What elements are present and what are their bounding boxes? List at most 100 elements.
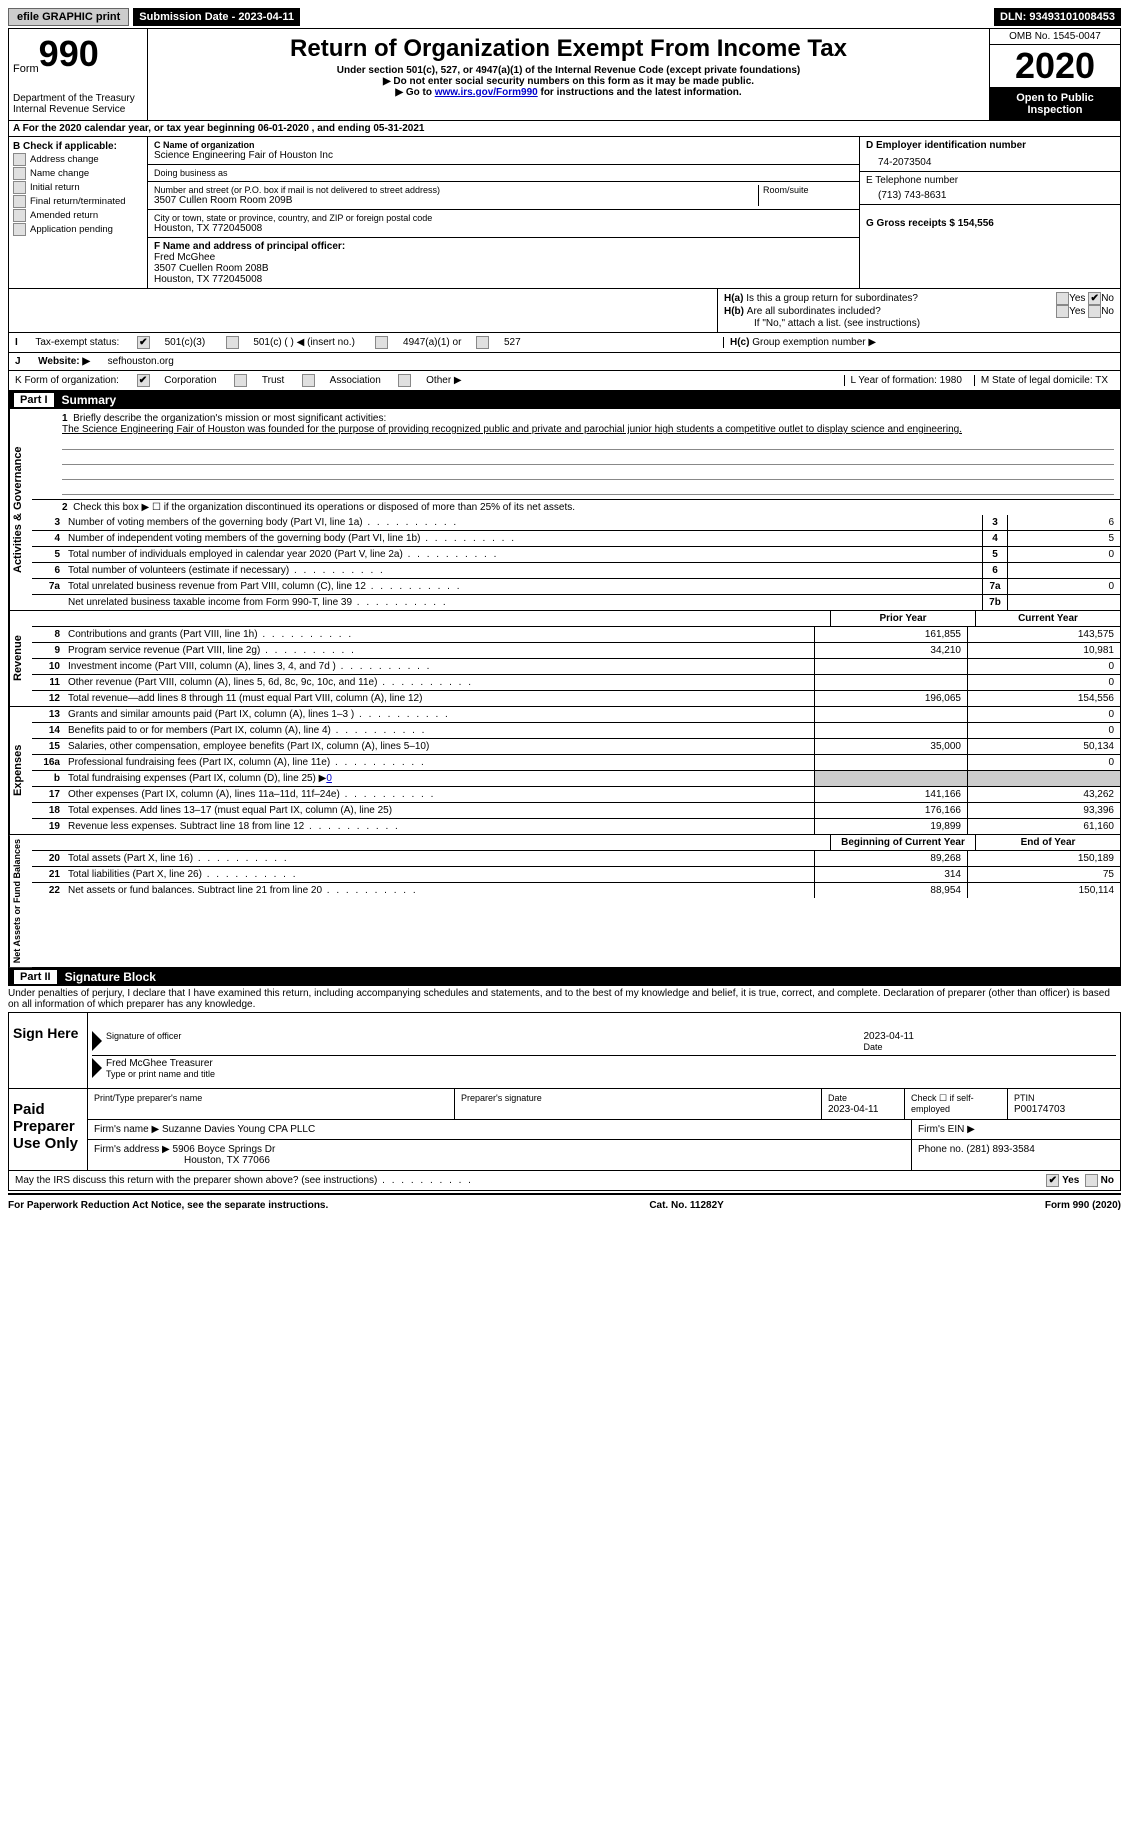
v7a: 0	[1007, 579, 1120, 594]
k-assoc[interactable]	[302, 374, 315, 387]
p12: 196,065	[814, 691, 967, 706]
checkbox-amend[interactable]	[13, 209, 26, 222]
p16b	[814, 771, 967, 786]
lbl-other: Other ▶	[426, 375, 461, 386]
tax-year: 2020	[990, 44, 1120, 88]
irs-label: Internal Revenue Service	[13, 104, 143, 115]
form-prefix: Form	[13, 63, 39, 75]
i-501c3[interactable]: ✔	[137, 336, 150, 349]
l15: Salaries, other compensation, employee b…	[64, 739, 814, 754]
lbl-final: Final return/terminated	[30, 196, 126, 207]
checkbox-name[interactable]	[13, 167, 26, 180]
c-name-lbl: C Name of organization	[154, 140, 853, 150]
p10	[814, 659, 967, 674]
lbl-no: No	[1101, 293, 1114, 304]
lbl-corp: Corporation	[164, 375, 216, 386]
row-a-period: A For the 2020 calendar year, or tax yea…	[8, 121, 1121, 137]
arrow-icon-2	[92, 1058, 102, 1078]
street-lbl: Number and street (or P.O. box if mail i…	[154, 185, 758, 195]
k-other[interactable]	[398, 374, 411, 387]
k-trust[interactable]	[234, 374, 247, 387]
footer: For Paperwork Reduction Act Notice, see …	[8, 1197, 1121, 1214]
sign-here-section: Sign Here Signature of officer 2023-04-1…	[8, 1013, 1121, 1089]
lbl-yes2: Yes	[1069, 306, 1085, 317]
lbl-name: Name change	[30, 168, 89, 179]
v6	[1007, 563, 1120, 578]
p13	[814, 707, 967, 722]
footer-left: For Paperwork Reduction Act Notice, see …	[8, 1200, 328, 1211]
g-lbl: G Gross receipts $ 154,556	[866, 208, 1114, 229]
l17: Other expenses (Part IX, column (A), lin…	[64, 787, 814, 802]
prep-c5-lbl: PTIN	[1014, 1093, 1035, 1103]
l11: Other revenue (Part VIII, column (A), li…	[64, 675, 814, 690]
irs-link[interactable]: www.irs.gov/Form990	[435, 87, 538, 98]
lbl-no2: No	[1101, 306, 1114, 317]
l2-text: Check this box ▶ ☐ if the organization d…	[73, 502, 575, 513]
sig-officer-lbl: Signature of officer	[106, 1031, 181, 1041]
ha-yes[interactable]	[1056, 292, 1069, 305]
part1-header: Part I Summary	[8, 391, 1121, 409]
l7a: Total unrelated business revenue from Pa…	[64, 579, 982, 594]
l16a: Professional fundraising fees (Part IX, …	[64, 755, 814, 770]
i-4947[interactable]	[375, 336, 388, 349]
hb-no[interactable]	[1088, 305, 1101, 318]
p17: 141,166	[814, 787, 967, 802]
revenue-block: Revenue bPrior YearCurrent Year 8Contrib…	[8, 611, 1121, 707]
checkbox-init[interactable]	[13, 181, 26, 194]
p15: 35,000	[814, 739, 967, 754]
p19: 19,899	[814, 819, 967, 834]
k-lbl: K Form of organization:	[15, 375, 119, 386]
col-b-checkboxes: B Check if applicable: Address change Na…	[9, 137, 148, 288]
i-501c[interactable]	[226, 336, 239, 349]
ha-no[interactable]: ✔	[1088, 292, 1101, 305]
section-h-ijk: H(a) Is this a group return for subordin…	[8, 288, 1121, 391]
l7b: Net unrelated business taxable income fr…	[64, 595, 982, 610]
firm-addr-val2: Houston, TX 77066	[94, 1155, 270, 1166]
part2-title: Signature Block	[65, 970, 156, 984]
room-lbl: Room/suite	[763, 185, 853, 195]
checkbox-app[interactable]	[13, 223, 26, 236]
discuss-yes-lbl: Yes	[1062, 1175, 1079, 1186]
form-number: 990	[39, 33, 99, 74]
vtab-governance: Activities & Governance	[9, 409, 32, 610]
checkbox-final[interactable]	[13, 195, 26, 208]
governance-block: Activities & Governance 1 Briefly descri…	[8, 409, 1121, 611]
c8: 143,575	[967, 627, 1120, 642]
officer-addr1: 3507 Cuellen Room 208B	[154, 263, 853, 274]
sig-name-lbl: Type or print name and title	[106, 1069, 215, 1079]
c15: 50,134	[967, 739, 1120, 754]
p21: 314	[814, 867, 967, 882]
city-lbl: City or town, state or province, country…	[154, 213, 853, 223]
form-title: Return of Organization Exempt From Incom…	[156, 35, 981, 63]
paid-prep-lbl: Paid Preparer Use Only	[9, 1089, 88, 1170]
prep-c5-val: P00174703	[1014, 1104, 1065, 1115]
discuss-yes[interactable]: ✔	[1046, 1174, 1059, 1187]
part1-num: Part I	[14, 393, 54, 407]
subtitle-3: ▶ Go to www.irs.gov/Form990 for instruct…	[156, 87, 981, 98]
org-name: Science Engineering Fair of Houston Inc	[154, 150, 853, 161]
l10: Investment income (Part VIII, column (A)…	[64, 659, 814, 674]
vtab-expenses: Expenses	[9, 707, 32, 834]
expenses-block: Expenses 13Grants and similar amounts pa…	[8, 707, 1121, 835]
p18: 176,166	[814, 803, 967, 818]
c14: 0	[967, 723, 1120, 738]
city-val: Houston, TX 772045008	[154, 223, 853, 234]
lbl-addr: Address change	[30, 154, 99, 165]
l20: Total assets (Part X, line 16)	[64, 851, 814, 866]
efile-print-btn[interactable]: efile GRAPHIC print	[8, 8, 129, 26]
declaration-text: Under penalties of perjury, I declare th…	[8, 986, 1121, 1013]
checkbox-addr[interactable]	[13, 153, 26, 166]
discuss-no[interactable]	[1085, 1174, 1098, 1187]
period-text: For the 2020 calendar year, or tax year …	[23, 123, 425, 134]
form-header: Form990 Department of the Treasury Inter…	[8, 28, 1121, 121]
footer-right: Form 990 (2020)	[1045, 1200, 1121, 1211]
k-corp[interactable]: ✔	[137, 374, 150, 387]
hb-yes[interactable]	[1056, 305, 1069, 318]
omb-number: OMB No. 1545-0047	[990, 29, 1120, 44]
vtab-netassets: Net Assets or Fund Balances	[9, 835, 32, 967]
l16b-val[interactable]: 0	[326, 773, 332, 784]
l5: Total number of individuals employed in …	[64, 547, 982, 562]
c13: 0	[967, 707, 1120, 722]
i-527[interactable]	[476, 336, 489, 349]
dba-lbl: Doing business as	[154, 168, 853, 178]
